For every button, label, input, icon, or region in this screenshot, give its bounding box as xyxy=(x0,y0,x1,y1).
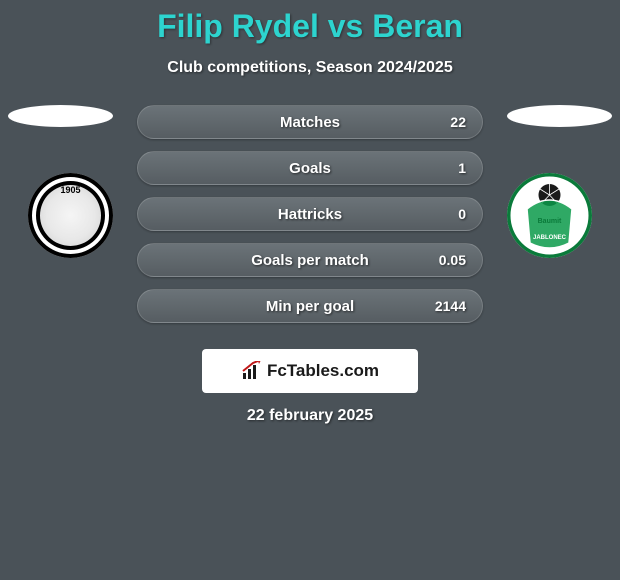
stat-value: 0.05 xyxy=(439,252,466,268)
stat-label: Matches xyxy=(280,114,340,131)
svg-text:JABLONEC: JABLONEC xyxy=(533,235,567,241)
brand-logo-box: FcTables.com xyxy=(202,349,418,393)
stat-label: Goals xyxy=(289,160,331,177)
stats-list: Matches 22 Goals 1 Hattricks 0 Goals per… xyxy=(137,105,483,323)
stat-label: Min per goal xyxy=(266,298,354,315)
chart-icon xyxy=(241,361,263,381)
stat-label: Goals per match xyxy=(251,252,369,269)
stat-value: 1 xyxy=(458,160,466,176)
stat-value: 0 xyxy=(458,206,466,222)
stat-row: Matches 22 xyxy=(137,105,483,139)
subtitle: Club competitions, Season 2024/2025 xyxy=(0,59,620,77)
stat-row: Min per goal 2144 xyxy=(137,289,483,323)
stat-row: Goals 1 xyxy=(137,151,483,185)
date-label: 22 february 2025 xyxy=(0,407,620,425)
player-left-oval xyxy=(8,105,113,127)
stat-label: Hattricks xyxy=(278,206,342,223)
stat-row: Goals per match 0.05 xyxy=(137,243,483,277)
stat-value: 22 xyxy=(450,114,466,130)
stat-value: 2144 xyxy=(435,298,466,314)
svg-text:Baumit: Baumit xyxy=(538,218,562,225)
club-badge-left xyxy=(28,173,113,258)
page-title: Filip Rydel vs Beran xyxy=(0,0,620,45)
brand-name: FcTables.com xyxy=(267,361,379,381)
club-badge-right: Baumit JABLONEC xyxy=(507,173,592,258)
player-right-oval xyxy=(507,105,612,127)
stat-row: Hattricks 0 xyxy=(137,197,483,231)
comparison-area: Baumit JABLONEC Matches 22 Goals 1 Hattr… xyxy=(0,105,620,335)
